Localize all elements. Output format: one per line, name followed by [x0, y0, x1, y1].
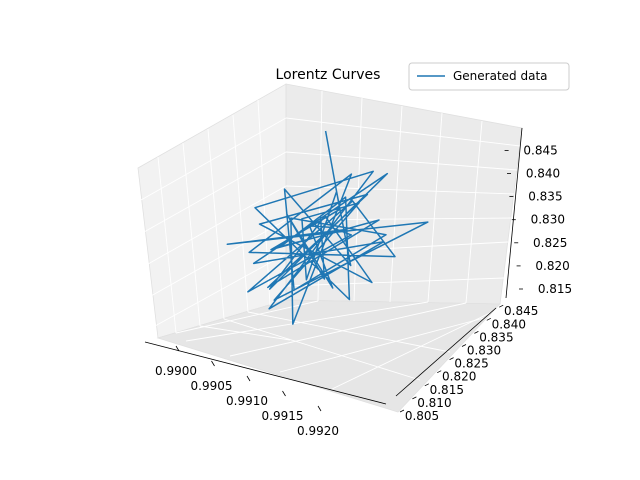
tick-mark [317, 405, 322, 412]
tick-mark [461, 344, 467, 347]
tick-mark [211, 360, 215, 367]
legend: Generated data [408, 62, 570, 91]
legend-label: Generated data [453, 69, 548, 83]
tick-mark [282, 390, 286, 397]
x-tick-label: 0.9915 [262, 409, 304, 423]
floor-pane [156, 299, 501, 413]
y-tick-label: 0.830 [467, 344, 501, 358]
tick-mark [424, 383, 429, 387]
y-tick-label: 0.805 [405, 409, 439, 423]
tick-mark [449, 357, 454, 360]
tick-mark [486, 317, 491, 321]
y-tick-label: 0.810 [417, 396, 451, 410]
y-tick-label: 0.825 [454, 357, 488, 371]
y-tick-label: 0.820 [442, 370, 476, 384]
chart-title: Lorentz Curves [276, 67, 381, 83]
tick-mark [175, 345, 180, 352]
data-line-layer [226, 130, 429, 325]
z-tick-label: 0.840 [526, 167, 560, 181]
legend-box [408, 62, 570, 91]
tick-mark [499, 304, 504, 308]
z-tick-label: 0.820 [535, 259, 569, 273]
y-tick-label: 0.845 [504, 304, 538, 318]
z-tick-label: 0.815 [538, 282, 572, 296]
grid-lines [140, 90, 521, 391]
x-tick-label: 0.9900 [155, 364, 197, 378]
tick-mark [437, 370, 442, 374]
y-tick-label: 0.840 [492, 317, 526, 331]
y-tick-label: 0.835 [479, 330, 513, 344]
tick-mark [412, 396, 417, 400]
x-tick-label: 0.9905 [191, 379, 233, 393]
axis-lines [144, 127, 523, 405]
z-tick-label: 0.825 [533, 236, 567, 250]
tick-mark [474, 331, 479, 334]
z-tick-label: 0.835 [528, 190, 562, 204]
y-tick-label: 0.815 [430, 383, 464, 397]
tick-mark [246, 375, 251, 382]
z-tick-label: 0.830 [531, 213, 565, 227]
tick-mark [399, 409, 405, 413]
series-line-0 [226, 130, 429, 325]
x-tick-label: 0.9910 [226, 394, 268, 408]
x-tick-label: 0.9920 [297, 424, 339, 438]
z-tick-label: 0.845 [523, 143, 557, 157]
